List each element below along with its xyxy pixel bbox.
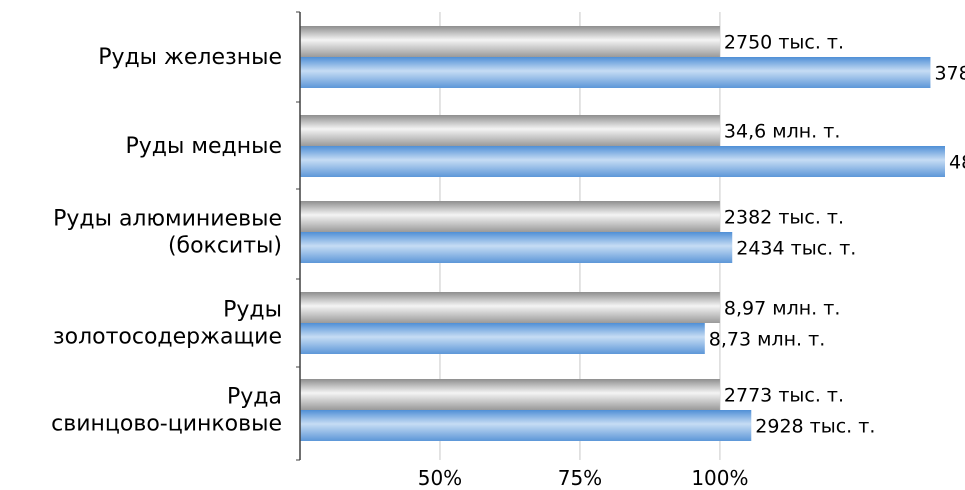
data-label-series2-0: 3784 тыс. т. xyxy=(934,63,965,85)
bar-series1-3 xyxy=(300,292,720,323)
x-tick-label-75: 75% xyxy=(558,466,602,490)
bar-series2-3 xyxy=(300,323,705,354)
data-label-series1-3: 8,97 млн. т. xyxy=(724,298,840,320)
x-tick-label-100: 100% xyxy=(691,466,748,490)
bar-series1-1 xyxy=(300,115,720,146)
category-label-2-1: (бокситы) xyxy=(168,234,282,259)
category-label-1-0: Руды медные xyxy=(126,134,283,159)
bar-series2-0 xyxy=(300,57,931,88)
labels: 2750 тыс. т. 3784 тыс. т. Руды железные 34,… xyxy=(51,32,965,490)
data-label-series2-2: 2434 тыс. т. xyxy=(736,238,856,260)
axes xyxy=(296,11,301,461)
bar-series2-2 xyxy=(300,232,733,263)
category-label-2-0: Руды алюминиевые xyxy=(53,207,282,232)
bar-series2-4 xyxy=(300,410,752,441)
category-label-4-0: Руда xyxy=(227,385,282,410)
x-tick-label-50: 50% xyxy=(418,466,462,490)
data-label-series1-1: 34,6 млн. т. xyxy=(724,121,840,143)
data-label-series1-4: 2773 тыс. т. xyxy=(724,385,844,407)
data-label-series2-1: 48,5 млн. т. xyxy=(949,152,965,174)
category-label-4-1: свинцово-цинковые xyxy=(51,412,282,437)
bar-series1-4 xyxy=(300,379,720,410)
data-label-series2-4: 2928 тыс. т. xyxy=(755,416,875,438)
category-label-0-0: Руды железные xyxy=(98,45,282,70)
bar-series1-0 xyxy=(300,26,720,57)
bar-series2-1 xyxy=(300,146,945,177)
category-label-3-1: золотосодержащие xyxy=(53,325,282,350)
data-label-series2-3: 8,73 млн. т. xyxy=(709,329,825,351)
bars xyxy=(300,26,945,441)
category-label-3-0: Руды xyxy=(223,298,282,323)
data-label-series1-2: 2382 тыс. т. xyxy=(724,207,844,229)
bar-series1-2 xyxy=(300,201,720,232)
data-label-series1-0: 2750 тыс. т. xyxy=(724,32,844,54)
